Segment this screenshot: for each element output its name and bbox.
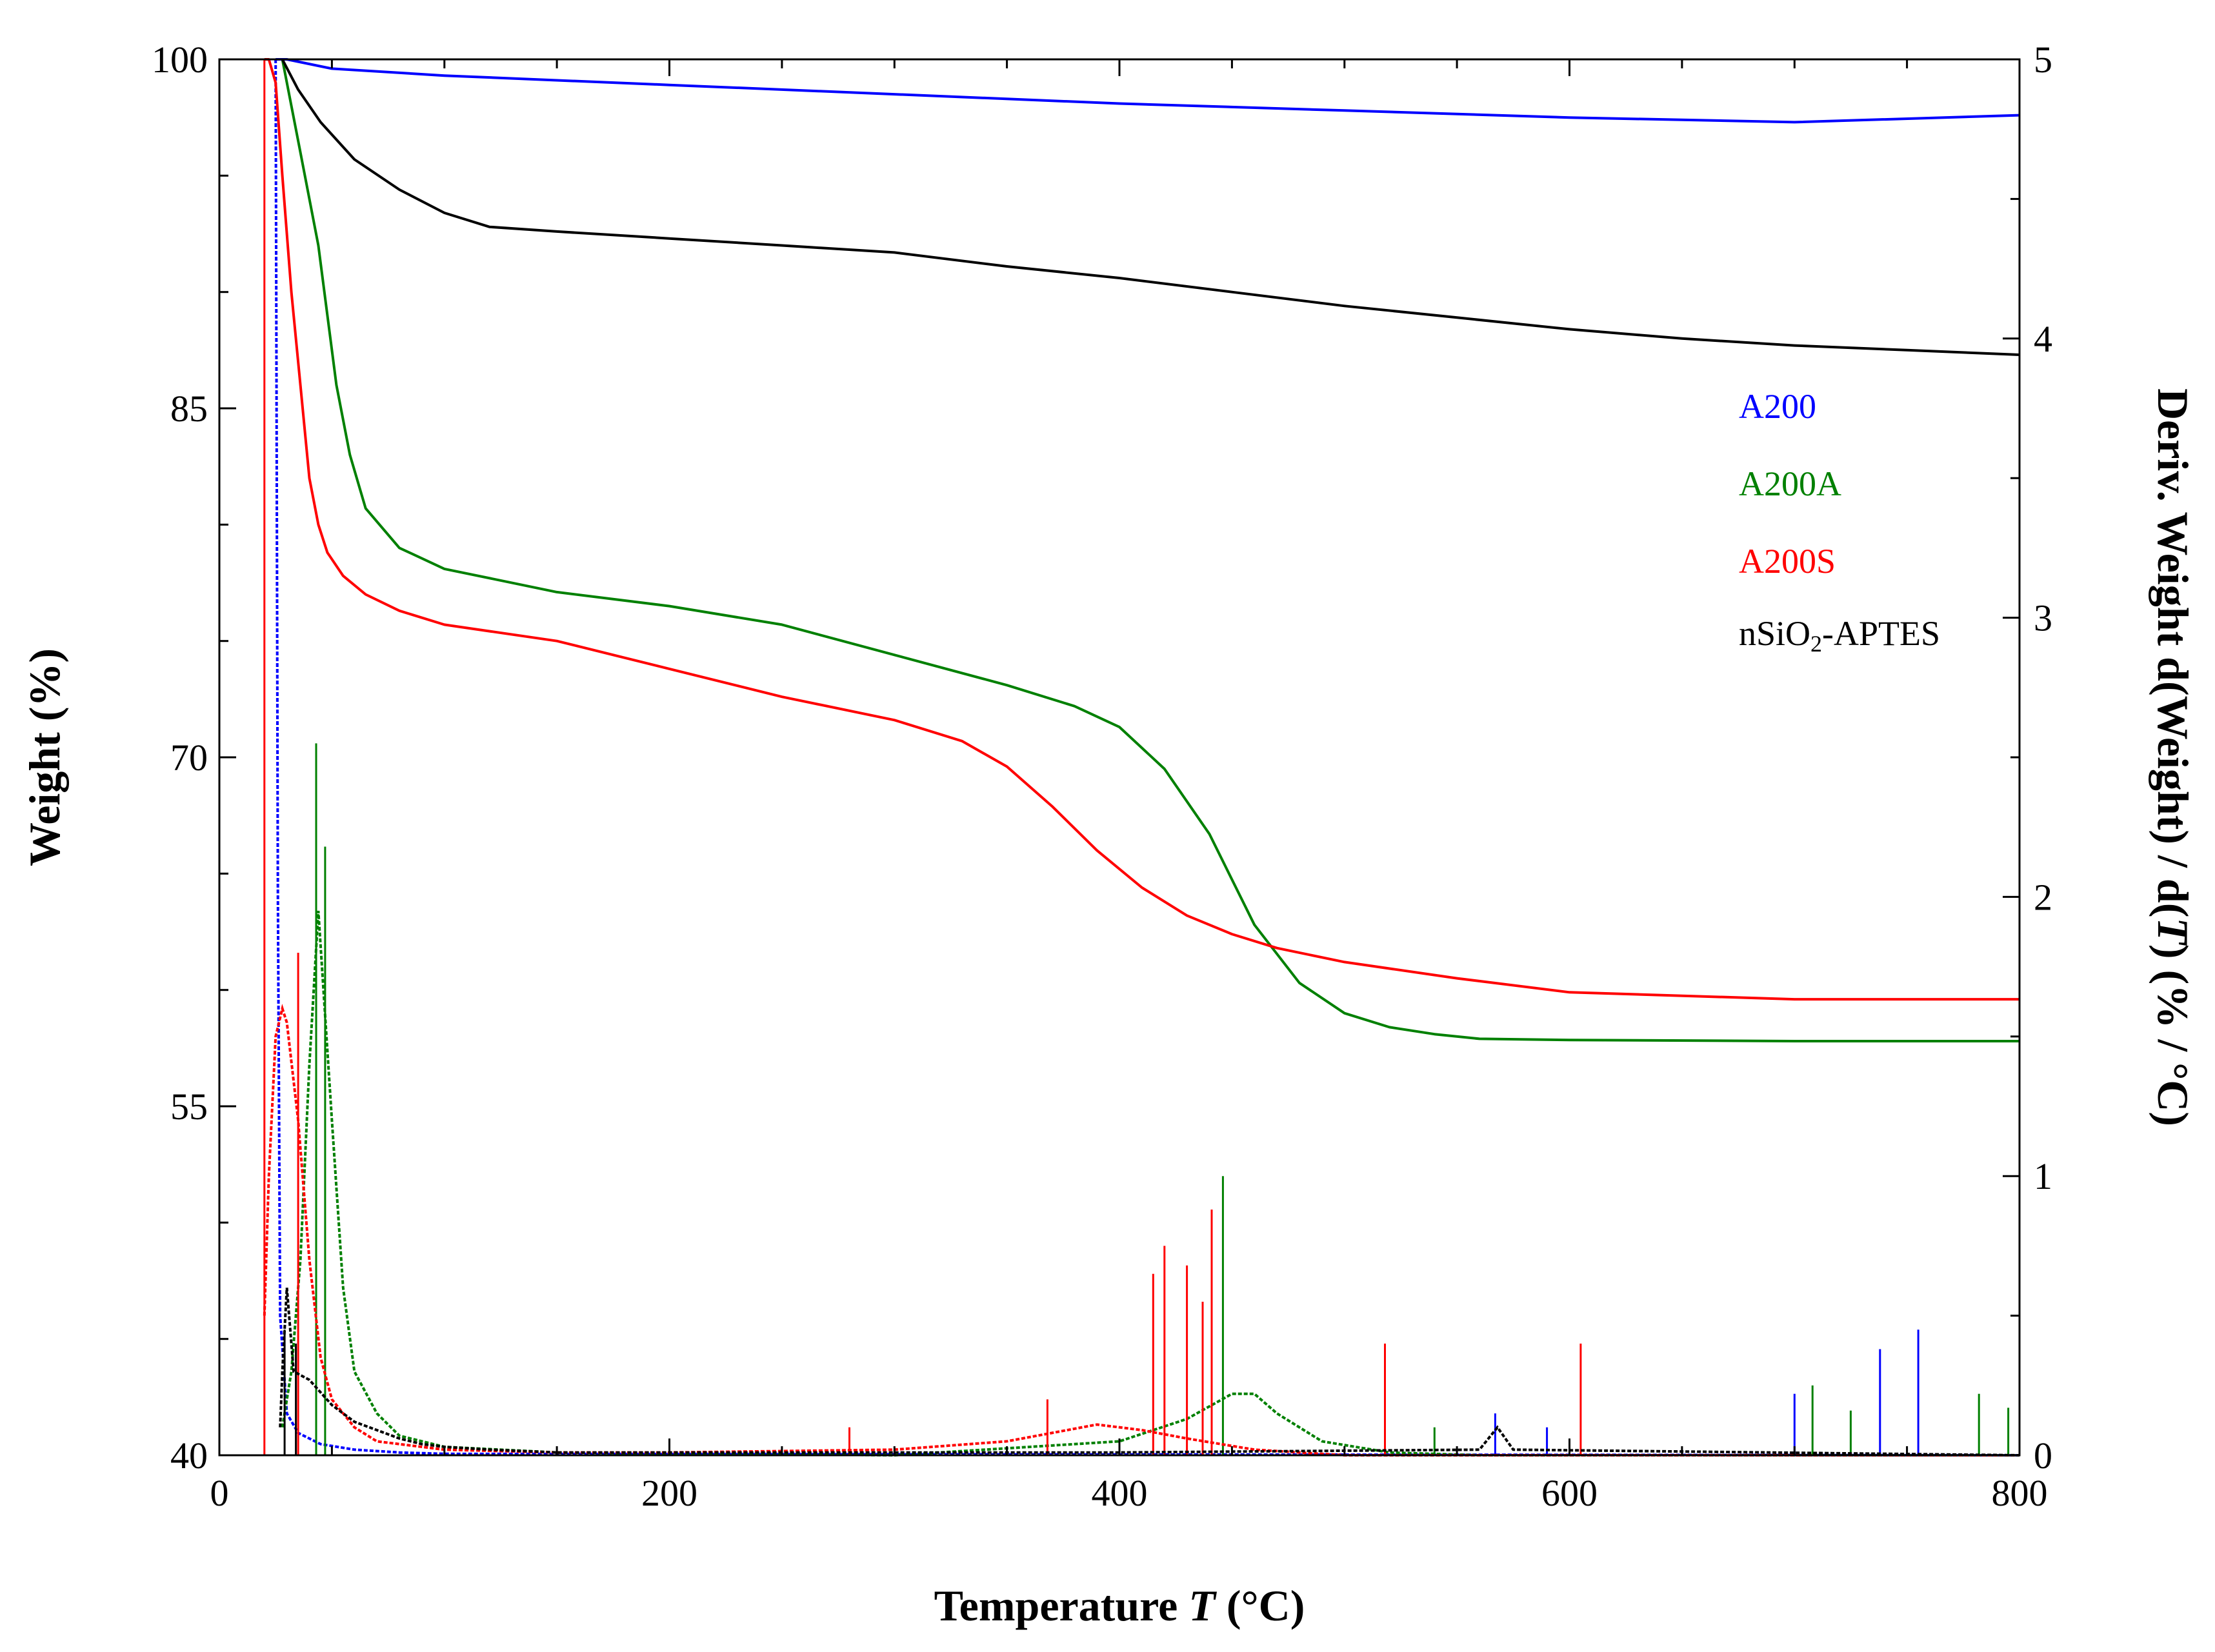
x-tick-label: 800 (1992, 1472, 2048, 1514)
y-right-tick-label: 1 (2034, 1155, 2052, 1197)
y-left-tick-label: 85 (170, 388, 208, 430)
y-left-tick-label: 55 (170, 1086, 208, 1128)
y-right-tick-label: 4 (2034, 318, 2052, 360)
deriv-line-nsio2-aptes (279, 1288, 2020, 1457)
y-left-axis-title: Weight (%) (20, 648, 69, 866)
deriv-line-a200 (274, 59, 2020, 1457)
series-layer (263, 58, 2020, 1457)
weight-line-a200 (276, 58, 2020, 124)
x-tick-label: 400 (1092, 1472, 1148, 1514)
legend-item-a200: A200 (1739, 387, 1816, 426)
deriv-line-a200s (263, 1004, 2020, 1457)
y-right-tick-label: 3 (2034, 597, 2052, 639)
legend-item-nsio2-aptes: nSiO2-APTES (1739, 614, 1940, 657)
legend-item-a200s: A200S (1739, 542, 1836, 581)
weight-line-a200s (264, 58, 2020, 1001)
x-tick-label: 200 (641, 1472, 697, 1514)
ticks-layer: 0 200 400 600 800 40 55 70 85 100 0 1 2 3 4 5 (152, 39, 2052, 1514)
weight-line-a200a (281, 59, 2020, 1042)
y-right-axis-title: Deriv. Weight d(Weight) / d(T) (% / °C) (2149, 388, 2198, 1126)
x-axis-title: Temperature T (°C) (934, 1581, 1305, 1630)
y-left-tick-label: 70 (170, 737, 208, 779)
y-left-tick-label: 100 (152, 39, 208, 81)
y-left-tick-label: 40 (170, 1435, 208, 1477)
x-tick-label: 0 (210, 1472, 229, 1514)
weight-line-nsio2-aptes (281, 59, 2020, 356)
y-right-tick-label: 5 (2034, 39, 2052, 81)
legend: A200 A200A A200S nSiO2-APTES (1739, 387, 1940, 657)
plot-frame (218, 58, 2021, 1457)
x-tick-label: 600 (1541, 1472, 1598, 1514)
legend-item-a200a: A200A (1739, 464, 1841, 503)
y-right-tick-label: 2 (2034, 876, 2052, 918)
y-right-tick-label: 0 (2034, 1435, 2052, 1477)
deriv-line-a200a (281, 910, 2020, 1457)
